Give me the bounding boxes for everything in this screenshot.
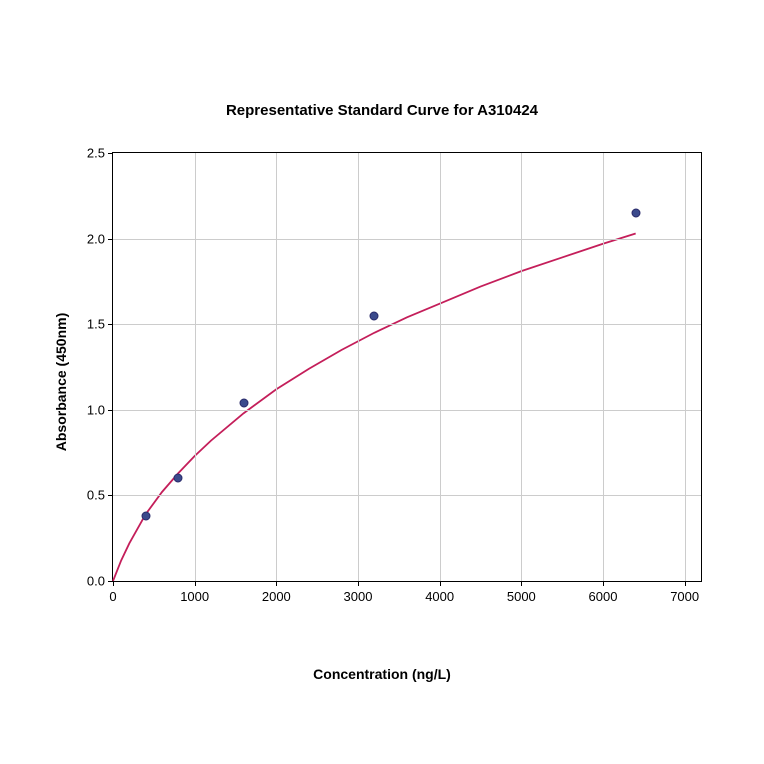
x-axis-label: Concentration (ng/L) [42,666,722,682]
x-tick-label: 7000 [670,581,699,604]
x-tick-label: 3000 [344,581,373,604]
data-point [141,511,150,520]
y-tick-label: 1.5 [87,317,113,332]
y-tick-label: 0.5 [87,488,113,503]
x-tick-label: 0 [109,581,116,604]
grid-line-horizontal [113,410,701,411]
standard-curve-chart: Representative Standard Curve for A31042… [42,132,722,632]
grid-line-horizontal [113,495,701,496]
x-tick-label: 1000 [180,581,209,604]
grid-line-vertical [276,153,277,581]
y-axis-label: Absorbance (450nm) [53,313,69,451]
grid-line-vertical [358,153,359,581]
data-point [239,398,248,407]
data-point [631,208,640,217]
grid-line-vertical [195,153,196,581]
data-point [174,474,183,483]
y-tick-label: 2.5 [87,146,113,161]
x-tick-label: 5000 [507,581,536,604]
y-tick-label: 1.0 [87,402,113,417]
grid-line-vertical [685,153,686,581]
fitted-curve [113,153,701,581]
data-point [370,311,379,320]
y-tick-label: 2.0 [87,231,113,246]
grid-line-vertical [440,153,441,581]
x-tick-label: 4000 [425,581,454,604]
x-tick-label: 6000 [589,581,618,604]
grid-line-vertical [521,153,522,581]
chart-title: Representative Standard Curve for A31042… [42,102,722,119]
grid-line-horizontal [113,324,701,325]
x-tick-label: 2000 [262,581,291,604]
plot-area: 0.00.51.01.52.02.50100020003000400050006… [112,152,702,582]
grid-line-horizontal [113,239,701,240]
grid-line-vertical [603,153,604,581]
